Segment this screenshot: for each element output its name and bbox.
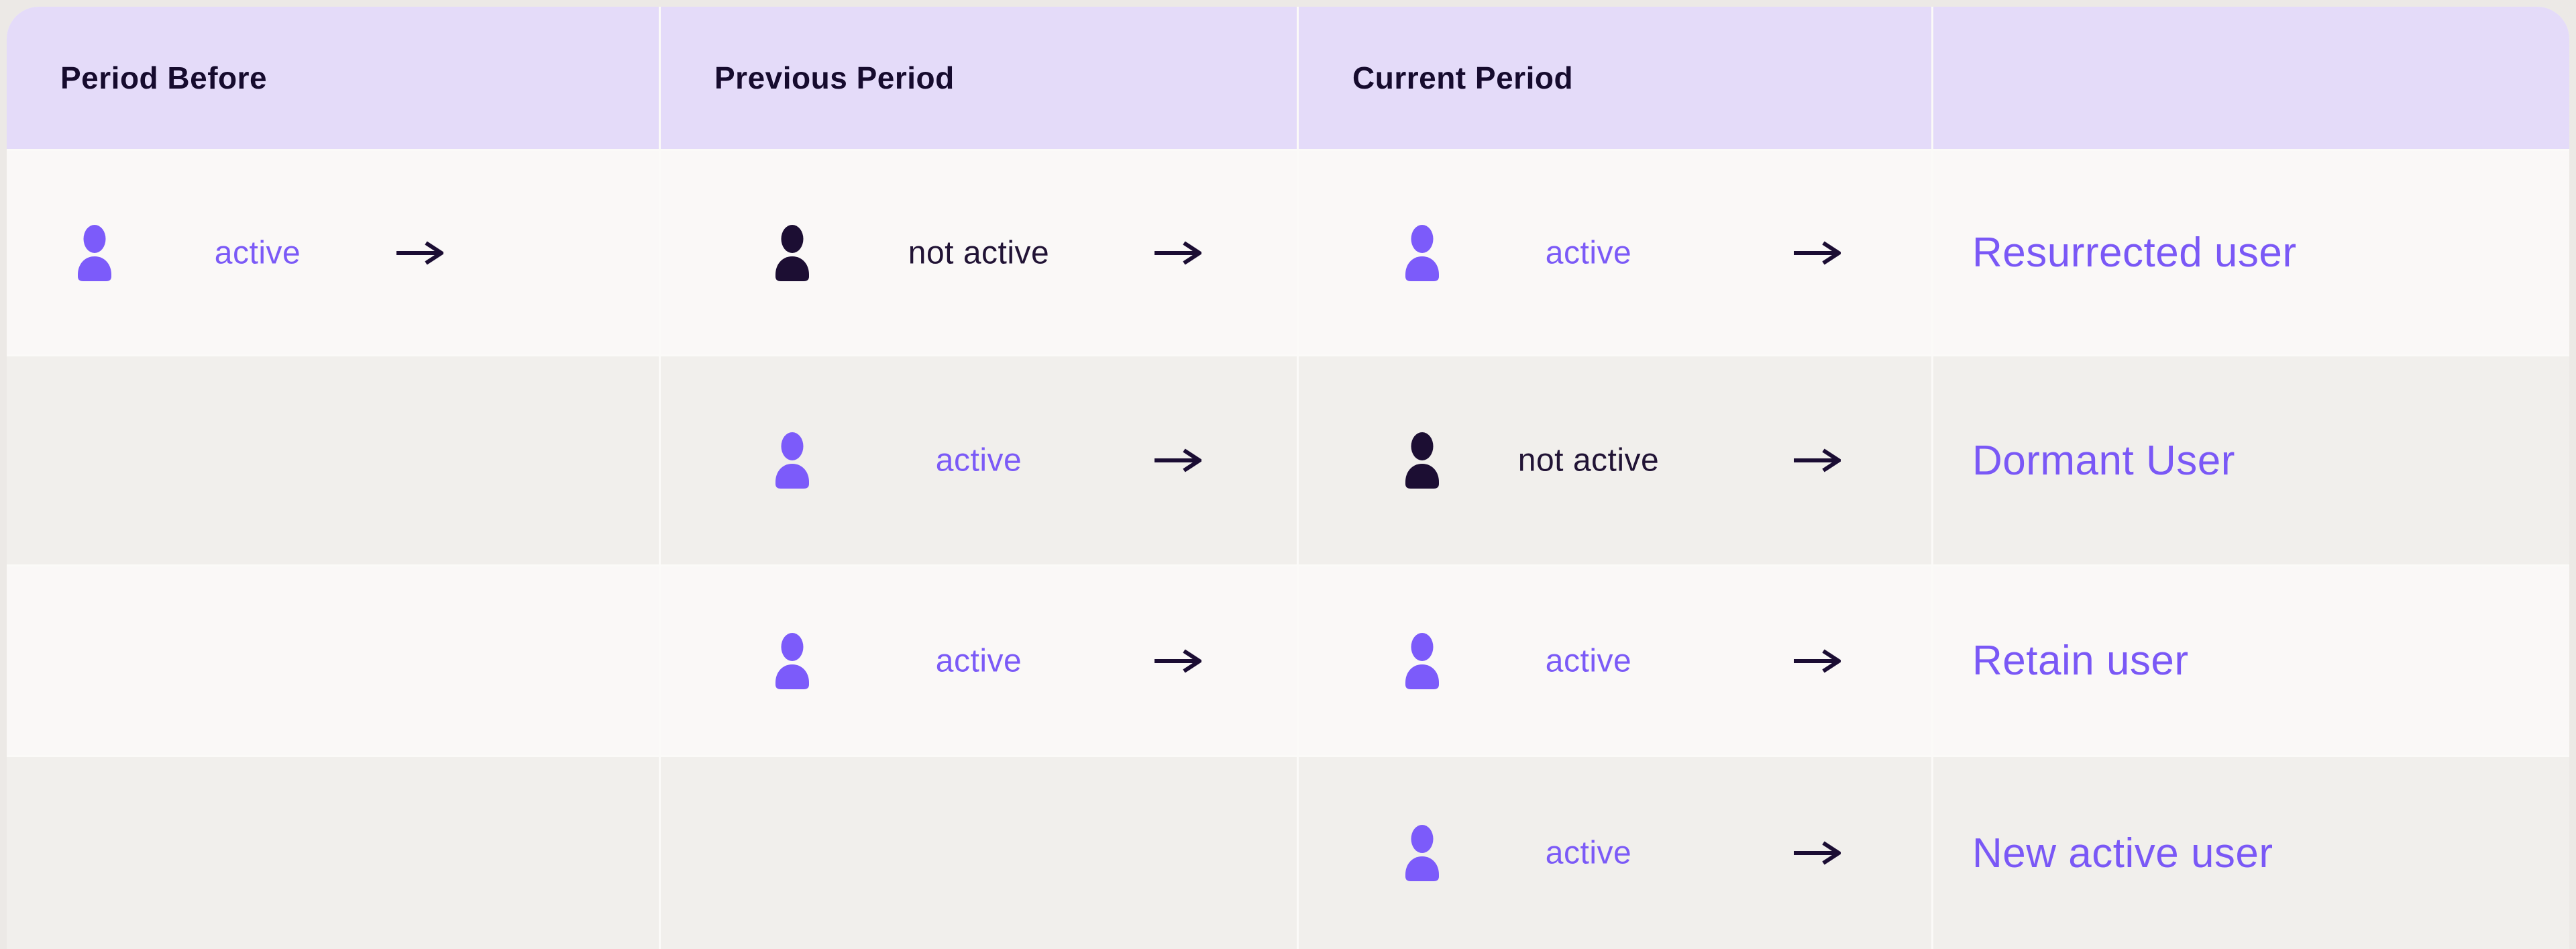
- outcome-label: Retain user: [1933, 566, 2569, 755]
- cell-period-before-row-2: [7, 356, 659, 564]
- person-icon: [73, 224, 116, 281]
- arrow-right-icon: [395, 240, 443, 266]
- arrow-right-icon: [1792, 240, 1841, 266]
- person-icon: [1401, 632, 1444, 689]
- column-header-period-before: Period Before: [7, 7, 659, 149]
- arrow-right-icon: [1792, 648, 1841, 675]
- state-text: not active: [908, 235, 1050, 270]
- cell-previous-period-row-1: not active: [661, 151, 1297, 354]
- column-header-current-period: Current Period: [1299, 7, 1931, 149]
- person-icon: [771, 632, 814, 689]
- person-icon: [1401, 432, 1444, 489]
- column-header-label: Period Before: [60, 60, 268, 95]
- state-text: active: [935, 442, 1022, 479]
- arrow-right-icon: [1792, 840, 1841, 866]
- person-icon: [1401, 224, 1444, 281]
- arrow-right-icon: [1153, 447, 1201, 474]
- arrow-right-icon: [1153, 648, 1201, 675]
- person-icon: [771, 224, 814, 281]
- column-header-label: Current Period: [1352, 60, 1574, 95]
- column-header-previous-period: Previous Period: [661, 7, 1297, 149]
- state-text: active: [935, 643, 1022, 679]
- cell-period-before-row-3: [7, 566, 659, 755]
- outcome-label: New active user: [1933, 757, 2569, 949]
- arrow-right-icon: [1792, 447, 1841, 474]
- cell-current-period-row-1: active: [1299, 151, 1931, 354]
- state-text: not active: [1517, 442, 1660, 479]
- state-text: active: [1545, 835, 1632, 871]
- cell-previous-period-row-4: [661, 757, 1297, 949]
- state-text: active: [1545, 643, 1632, 679]
- person-icon: [1401, 825, 1444, 881]
- state-text: active: [214, 235, 301, 270]
- cell-previous-period-row-3: active: [661, 566, 1297, 755]
- arrow-right-icon: [1153, 240, 1201, 266]
- cell-current-period-row-3: active: [1299, 566, 1931, 755]
- state-text: active: [1545, 235, 1632, 270]
- column-header-label: Previous Period: [714, 60, 955, 95]
- user-activity-table: Period Before Previous Period Current Pe…: [7, 7, 2569, 949]
- cell-period-before-row-1: active: [7, 151, 659, 354]
- outcome-label: Dormant User: [1933, 356, 2569, 564]
- column-header-outcome: [1933, 7, 2569, 149]
- cell-period-before-row-4: [7, 757, 659, 949]
- cell-current-period-row-2: not active: [1299, 356, 1931, 564]
- cell-current-period-row-4: active: [1299, 757, 1931, 949]
- outcome-label: Resurrected user: [1933, 151, 2569, 354]
- cell-previous-period-row-2: active: [661, 356, 1297, 564]
- person-icon: [771, 432, 814, 489]
